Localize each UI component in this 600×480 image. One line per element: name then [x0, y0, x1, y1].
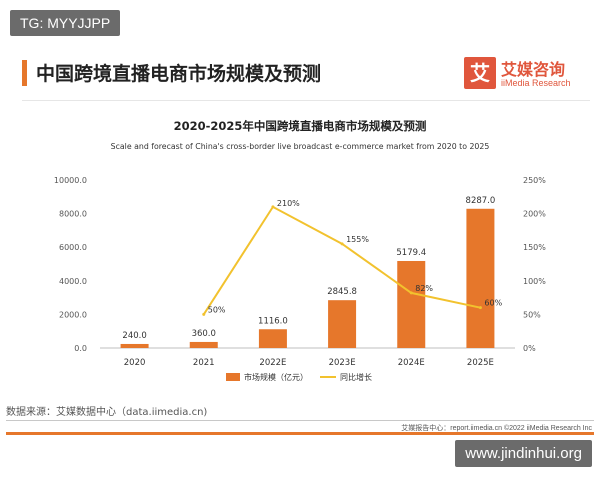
page-header: 中国跨境直播电商市场规模及预测 艾 艾媒咨询 iiMedia Research [10, 55, 590, 105]
y-left-tick-label: 8000.0 [59, 210, 87, 219]
y-left-tick-label: 2000.0 [59, 310, 87, 319]
bar-value-label: 2845.8 [327, 287, 357, 297]
growth-value-label: 60% [484, 299, 502, 308]
y-left-tick-label: 0.0 [74, 344, 87, 353]
growth-point [340, 242, 344, 246]
bar [397, 260, 426, 348]
growth-value-label: 155% [346, 235, 369, 244]
bar-value-label: 5179.4 [396, 248, 426, 258]
y-left-tick-label: 6000.0 [59, 243, 87, 252]
y-right-tick-label: 100% [523, 277, 546, 286]
bar-value-label: 8287.0 [466, 196, 496, 206]
x-tick-label: 2025E [467, 358, 494, 368]
footer-divider [6, 420, 594, 421]
y-right-tick-label: 50% [523, 310, 541, 319]
growth-line [202, 205, 481, 315]
growth-value-label: 50% [208, 305, 226, 314]
bar-value-label: 240.0 [122, 331, 146, 341]
logo-text-en: iiMedia Research [501, 78, 571, 88]
logo-text-cn: 艾媒咨询 [501, 60, 566, 79]
x-tick-label: 2023E [329, 358, 356, 368]
footer-accent-bar [6, 432, 594, 435]
header-divider [22, 100, 590, 101]
footer-credit: 艾媒报告中心：report.iimedia.cn ©2022 iiMedia R… [401, 425, 592, 432]
x-tick-label: 2024E [398, 358, 425, 368]
bar-value-label: 360.0 [192, 329, 216, 339]
bar [120, 343, 149, 348]
chart: 2020-2025年中国跨境直播电商市场规模及预测 Scale and fore… [54, 119, 546, 382]
y-right-tick-label: 250% [523, 176, 546, 185]
chart-title: 2020-2025年中国跨境直播电商市场规模及预测 [174, 119, 427, 133]
y-left-tick-label: 4000.0 [59, 277, 87, 286]
x-tick-label: 2021 [193, 358, 215, 368]
title-accent-bar [22, 60, 27, 86]
growth-point [409, 291, 413, 295]
growth-value-label: 82% [415, 284, 433, 293]
y-left-tick-label: 10000.0 [54, 176, 87, 185]
legend-swatch-bar [226, 373, 240, 381]
site-watermark: www.jindinhui.org [455, 440, 592, 467]
legend-label-line: 同比增长 [340, 372, 372, 382]
chart-subtitle: Scale and forecast of China's cross-bord… [111, 142, 490, 151]
y-right-tick-label: 0% [523, 344, 536, 353]
growth-point [202, 312, 206, 316]
tg-badge: TG: MYYJJPP [10, 10, 121, 36]
bar-value-label: 1116.0 [258, 316, 288, 326]
legend-label-bar: 市场规模（亿元） [244, 372, 308, 382]
bar [466, 208, 495, 348]
bar [258, 329, 287, 348]
bar [189, 341, 218, 348]
bar [328, 300, 357, 348]
logo-mark-icon: 艾 [464, 57, 496, 89]
page-title: 中国跨境直播电商市场规模及预测 [36, 63, 322, 85]
data-source: 数据来源：艾媒数据中心（data.iimedia.cn) [6, 407, 208, 418]
growth-point [271, 205, 275, 209]
x-tick-label: 2022E [259, 358, 286, 368]
y-right-tick-label: 200% [523, 210, 546, 219]
y-right-tick-label: 150% [523, 243, 546, 252]
growth-point [478, 306, 482, 310]
iimedia-logo: 艾 艾媒咨询 iiMedia Research [464, 55, 582, 95]
x-tick-label: 2020 [124, 358, 146, 368]
growth-value-label: 210% [277, 199, 300, 208]
